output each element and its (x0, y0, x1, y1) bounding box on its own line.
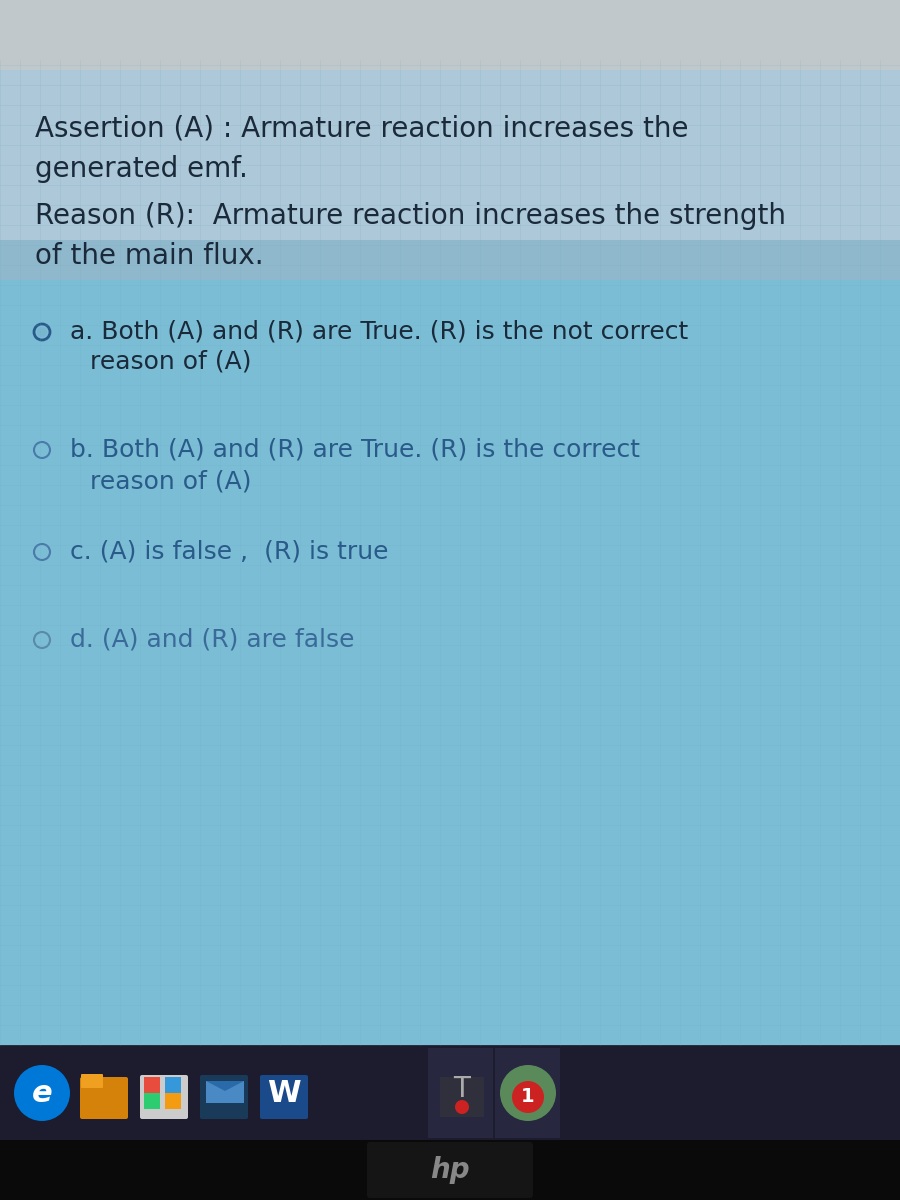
FancyBboxPatch shape (0, 70, 900, 280)
Text: of the main flux.: of the main flux. (35, 242, 264, 270)
Text: c. (A) is false ,  (R) is true: c. (A) is false , (R) is true (70, 540, 389, 564)
Polygon shape (206, 1081, 244, 1091)
Circle shape (37, 326, 47, 337)
Circle shape (14, 1066, 70, 1121)
Text: W: W (267, 1079, 301, 1108)
Text: a. Both (A) and (R) are True. (R) is the not correct: a. Both (A) and (R) are True. (R) is the… (70, 320, 689, 344)
Text: hp: hp (430, 1156, 470, 1184)
Circle shape (512, 1081, 544, 1114)
FancyBboxPatch shape (165, 1078, 181, 1093)
FancyBboxPatch shape (428, 1048, 493, 1138)
Polygon shape (206, 1081, 244, 1103)
Text: d. (A) and (R) are false: d. (A) and (R) are false (70, 628, 355, 652)
FancyBboxPatch shape (144, 1093, 160, 1109)
FancyBboxPatch shape (165, 1093, 181, 1109)
FancyBboxPatch shape (0, 240, 900, 280)
FancyBboxPatch shape (440, 1078, 484, 1117)
Text: T: T (454, 1075, 471, 1103)
FancyBboxPatch shape (367, 1142, 533, 1198)
Circle shape (455, 1100, 469, 1114)
FancyBboxPatch shape (140, 1075, 188, 1118)
FancyBboxPatch shape (80, 1078, 128, 1118)
Text: reason of (A): reason of (A) (90, 470, 251, 494)
FancyBboxPatch shape (144, 1078, 160, 1093)
FancyBboxPatch shape (200, 1075, 248, 1118)
FancyBboxPatch shape (0, 280, 900, 1045)
Text: 1: 1 (521, 1087, 535, 1106)
Text: Assertion (A) : Armature reaction increases the: Assertion (A) : Armature reaction increa… (35, 115, 688, 143)
FancyBboxPatch shape (0, 1140, 900, 1200)
Text: b. Both (A) and (R) are True. (R) is the correct: b. Both (A) and (R) are True. (R) is the… (70, 438, 640, 462)
FancyBboxPatch shape (260, 1075, 308, 1118)
FancyBboxPatch shape (495, 1048, 560, 1138)
Circle shape (500, 1066, 556, 1121)
Text: reason of (A): reason of (A) (90, 350, 251, 374)
Text: generated emf.: generated emf. (35, 155, 248, 182)
FancyBboxPatch shape (81, 1074, 103, 1088)
FancyBboxPatch shape (0, 0, 900, 70)
Text: Reason (R):  Armature reaction increases the strength: Reason (R): Armature reaction increases … (35, 202, 786, 230)
FancyBboxPatch shape (0, 1045, 900, 1140)
Text: e: e (32, 1079, 52, 1108)
